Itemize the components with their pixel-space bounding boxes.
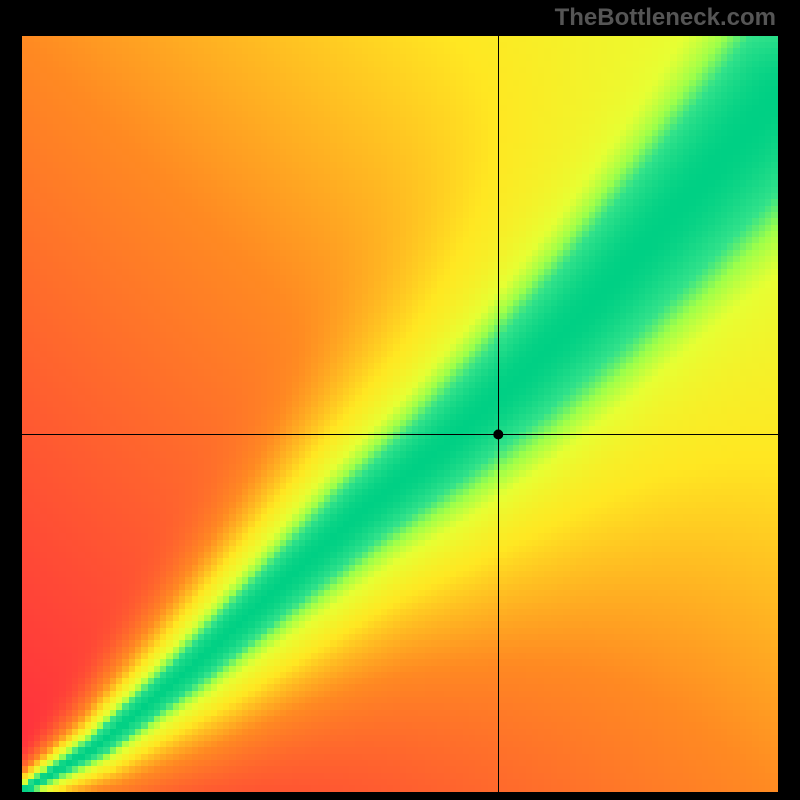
bottleneck-heatmap (22, 36, 778, 792)
watermark-text: TheBottleneck.com (555, 4, 776, 32)
